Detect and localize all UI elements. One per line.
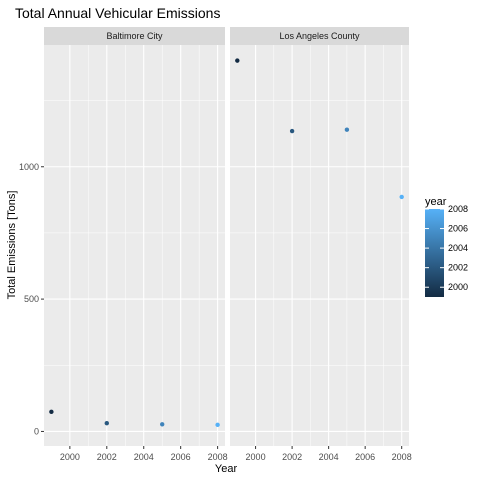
data-point: [49, 409, 54, 415]
data-point: [104, 421, 109, 426]
data-point: [289, 128, 295, 134]
legend-title: year: [425, 196, 447, 208]
colorbar: [425, 209, 444, 297]
x-tick-label: 2008: [208, 452, 228, 462]
x-tick-label: 2006: [355, 452, 375, 462]
x-tick-label: 2004: [319, 452, 339, 462]
facet-strip: [230, 27, 409, 45]
y-tick-label: 500: [24, 294, 39, 304]
panel-background: [44, 45, 225, 446]
y-tick-label: 1000: [19, 162, 39, 172]
data-point: [399, 194, 404, 200]
facet-strip-label: Baltimore City: [106, 31, 163, 41]
x-tick-label: 2004: [134, 452, 154, 462]
legend-label: 2004: [448, 243, 468, 253]
data-point: [215, 422, 220, 428]
x-axis-los-angeles-county: 2000 2002 2004 2006 2008: [246, 446, 412, 462]
legend-label: 2002: [448, 263, 468, 273]
panel-background: [230, 45, 409, 446]
x-axis-baltimore-city: 2000 2002 2004 2006 2008: [60, 446, 228, 462]
data-point: [344, 127, 350, 132]
x-tick-label: 2006: [171, 452, 191, 462]
chart-title: Total Annual Vehicular Emissions: [15, 5, 220, 21]
panel-los-angeles-county: Los Angeles County: [230, 27, 409, 446]
x-tick-label: 2000: [246, 452, 266, 462]
x-tick-label: 2008: [392, 452, 412, 462]
facet-strip-label: Los Angeles County: [279, 31, 360, 41]
x-tick-label: 2002: [282, 452, 302, 462]
y-tick-label: 0: [34, 426, 39, 436]
facet-strip: [44, 27, 225, 45]
x-tick-label: 2000: [60, 452, 80, 462]
legend-label: 2008: [448, 204, 468, 214]
facet-panels: Baltimore City Los Angeles County: [44, 27, 409, 446]
y-axis-label: Total Emissions [Tons]: [6, 191, 18, 300]
x-axis-label: Year: [215, 463, 238, 475]
legend-label: 2006: [448, 224, 468, 234]
data-point: [160, 422, 165, 427]
x-tick-label: 2002: [97, 452, 117, 462]
y-axis: 0 500 1000: [19, 162, 44, 436]
data-point: [235, 58, 240, 63]
legend-label: 2000: [448, 282, 468, 292]
panel-baltimore-city: Baltimore City: [44, 27, 225, 446]
legend-ticks: 2008 2006 2004 2002 2000: [425, 204, 468, 292]
x-axes: 2000 2002 2004 2006 2008 2000 2002 2004 2006 2008: [60, 446, 412, 462]
legend: year 2008 2006 2004 2002 2000: [425, 196, 468, 297]
